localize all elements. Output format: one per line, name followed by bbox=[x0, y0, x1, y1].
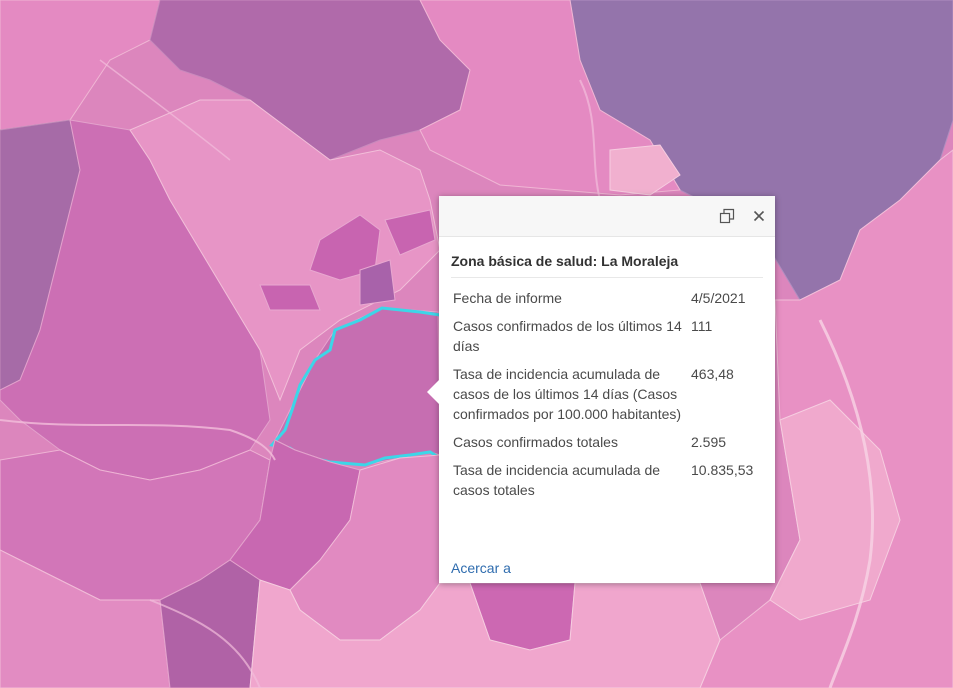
map-area[interactable] bbox=[249, 579, 721, 688]
attribute-row: Casos confirmados totales 2.595 bbox=[451, 428, 767, 456]
popup-header bbox=[439, 196, 775, 237]
selection-outline bbox=[269, 306, 441, 467]
attribute-row: Casos confirmados de los últimos 14 días… bbox=[451, 312, 767, 360]
close-icon[interactable] bbox=[749, 206, 769, 226]
map-area[interactable] bbox=[359, 259, 396, 306]
popup-pointer bbox=[427, 380, 439, 404]
zoom-to-link[interactable]: Acercar a bbox=[451, 560, 511, 576]
road bbox=[0, 419, 276, 461]
map-area[interactable] bbox=[0, 549, 171, 688]
road bbox=[818, 319, 875, 688]
attribute-value: 10.835,53 bbox=[691, 462, 754, 478]
map-area[interactable] bbox=[129, 99, 441, 402]
attribute-row: Tasa de incidencia acumulada de casos de… bbox=[451, 360, 767, 428]
map-area[interactable] bbox=[259, 284, 321, 311]
road bbox=[99, 59, 231, 161]
map-area[interactable] bbox=[419, 0, 681, 196]
map-area[interactable] bbox=[384, 209, 436, 256]
attribute-value: 111 bbox=[691, 318, 713, 334]
attribute-label: Tasa de incidencia acumulada de casos de… bbox=[453, 366, 682, 422]
attribute-value: 4/5/2021 bbox=[691, 290, 746, 306]
attribute-row: Fecha de informe 4/5/2021 bbox=[451, 284, 767, 312]
attribute-label: Casos confirmados totales bbox=[453, 434, 618, 450]
dock-icon[interactable] bbox=[717, 206, 737, 226]
map-area[interactable] bbox=[609, 144, 681, 196]
attribute-label: Casos confirmados de los últimos 14 días bbox=[453, 318, 682, 354]
info-popup: Zona básica de salud: La Moraleja Fecha … bbox=[427, 196, 775, 583]
attribute-label: Fecha de informe bbox=[453, 290, 562, 306]
attribute-row: Tasa de incidencia acumulada de casos to… bbox=[451, 456, 767, 504]
attribute-label: Tasa de incidencia acumulada de casos to… bbox=[453, 462, 661, 498]
attribute-table: Fecha de informe 4/5/2021 Casos confirma… bbox=[451, 284, 767, 504]
attribute-value: 463,48 bbox=[691, 366, 734, 382]
road bbox=[149, 599, 261, 688]
popup-title: Zona básica de salud: La Moraleja bbox=[451, 253, 763, 278]
attribute-value: 2.595 bbox=[691, 434, 727, 450]
